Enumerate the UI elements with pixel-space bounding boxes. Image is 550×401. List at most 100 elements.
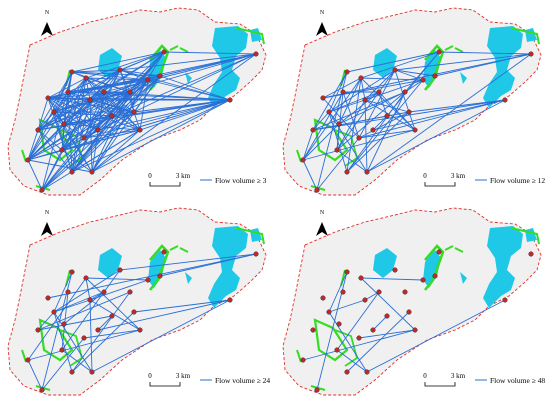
flow-line bbox=[37, 311, 55, 331]
flow-line bbox=[328, 299, 366, 313]
legend-label: Flow volume ≥ 12 bbox=[490, 176, 545, 185]
flow-line bbox=[364, 69, 396, 101]
flow-line bbox=[85, 277, 141, 331]
scale-bar bbox=[149, 382, 181, 387]
flow-line bbox=[159, 75, 231, 101]
node bbox=[95, 127, 101, 133]
flow-line bbox=[71, 51, 165, 73]
flow-line bbox=[53, 291, 105, 313]
flow-line bbox=[27, 91, 105, 161]
flow-line bbox=[89, 279, 149, 301]
node bbox=[320, 295, 326, 301]
north-label: N bbox=[320, 10, 325, 16]
node bbox=[45, 295, 51, 301]
flow-line bbox=[364, 99, 410, 113]
flow-line bbox=[47, 253, 257, 299]
node bbox=[356, 335, 362, 341]
flow-line bbox=[133, 75, 161, 113]
node bbox=[528, 51, 534, 57]
flow-line bbox=[63, 77, 87, 125]
map-panel: N 0 3 km Flow volume ≥ 48 bbox=[281, 206, 545, 397]
flow-line bbox=[378, 91, 388, 117]
flow-line bbox=[336, 91, 406, 151]
flow-line bbox=[85, 277, 149, 281]
node bbox=[326, 109, 332, 115]
flow-line bbox=[346, 79, 424, 173]
node bbox=[59, 147, 65, 153]
node bbox=[344, 69, 350, 75]
node bbox=[69, 269, 75, 275]
map-panel: N 0 3 km Flow volume ≥ 24 bbox=[6, 206, 270, 397]
legend-label: Flow volume ≥ 48 bbox=[490, 376, 545, 385]
flow-line bbox=[61, 51, 165, 151]
node bbox=[340, 89, 346, 95]
flow-line bbox=[360, 277, 424, 281]
flow-line bbox=[97, 315, 113, 331]
north-arrow bbox=[41, 222, 53, 236]
flow-line bbox=[71, 69, 121, 73]
panels: N 0 3 km Flow volume ≥ 3 N 0 3 km Flow volume ≥… bbox=[6, 6, 545, 397]
flow-line bbox=[119, 69, 141, 131]
scale-start: 0 bbox=[423, 372, 427, 380]
flow-line bbox=[119, 69, 161, 77]
flow-line bbox=[322, 53, 532, 99]
node bbox=[25, 357, 31, 363]
flow-line bbox=[27, 359, 43, 391]
flow-line bbox=[129, 51, 165, 93]
flow-line bbox=[364, 291, 380, 301]
node bbox=[95, 327, 101, 333]
flow-line bbox=[89, 299, 141, 331]
scale-bar bbox=[149, 182, 181, 187]
node bbox=[502, 97, 508, 103]
scale-end: 3 km bbox=[451, 372, 466, 380]
scale-start: 0 bbox=[148, 372, 152, 380]
flow-line bbox=[41, 149, 63, 191]
node bbox=[502, 297, 508, 303]
flow-line bbox=[366, 299, 506, 373]
node bbox=[157, 273, 163, 279]
node bbox=[336, 121, 342, 127]
flow-line bbox=[328, 111, 368, 173]
node bbox=[432, 73, 438, 79]
flow-line bbox=[394, 69, 424, 81]
flow-line bbox=[328, 271, 348, 313]
node bbox=[87, 297, 93, 303]
node bbox=[89, 369, 95, 375]
node bbox=[420, 277, 426, 283]
node bbox=[117, 67, 123, 73]
flow-line bbox=[302, 77, 362, 161]
flow-line bbox=[71, 311, 135, 373]
flow-line bbox=[27, 159, 43, 191]
flow-line bbox=[71, 291, 131, 373]
node bbox=[528, 251, 534, 257]
node bbox=[127, 289, 133, 295]
node bbox=[161, 49, 167, 55]
flow-line bbox=[322, 77, 362, 99]
node bbox=[101, 89, 107, 95]
flow-line bbox=[358, 99, 506, 139]
node bbox=[227, 297, 233, 303]
node bbox=[145, 77, 151, 83]
flow-line bbox=[71, 75, 161, 173]
node bbox=[127, 89, 133, 95]
node bbox=[362, 297, 368, 303]
flow-line bbox=[37, 129, 73, 173]
flow-line bbox=[366, 99, 506, 173]
flow-line bbox=[27, 71, 73, 161]
legend-label: Flow volume ≥ 3 bbox=[215, 176, 267, 185]
flow-line bbox=[328, 71, 348, 113]
scale-end: 3 km bbox=[451, 172, 466, 180]
flow-line bbox=[312, 111, 330, 131]
flow-line bbox=[139, 79, 149, 131]
flow-line bbox=[53, 111, 99, 131]
flow-line bbox=[394, 53, 532, 71]
flow-line bbox=[312, 111, 410, 131]
flow-line bbox=[91, 129, 141, 173]
node bbox=[334, 347, 340, 353]
node bbox=[83, 275, 89, 281]
node bbox=[51, 309, 57, 315]
flow-line bbox=[27, 129, 39, 161]
node bbox=[227, 97, 233, 103]
node bbox=[109, 113, 115, 119]
